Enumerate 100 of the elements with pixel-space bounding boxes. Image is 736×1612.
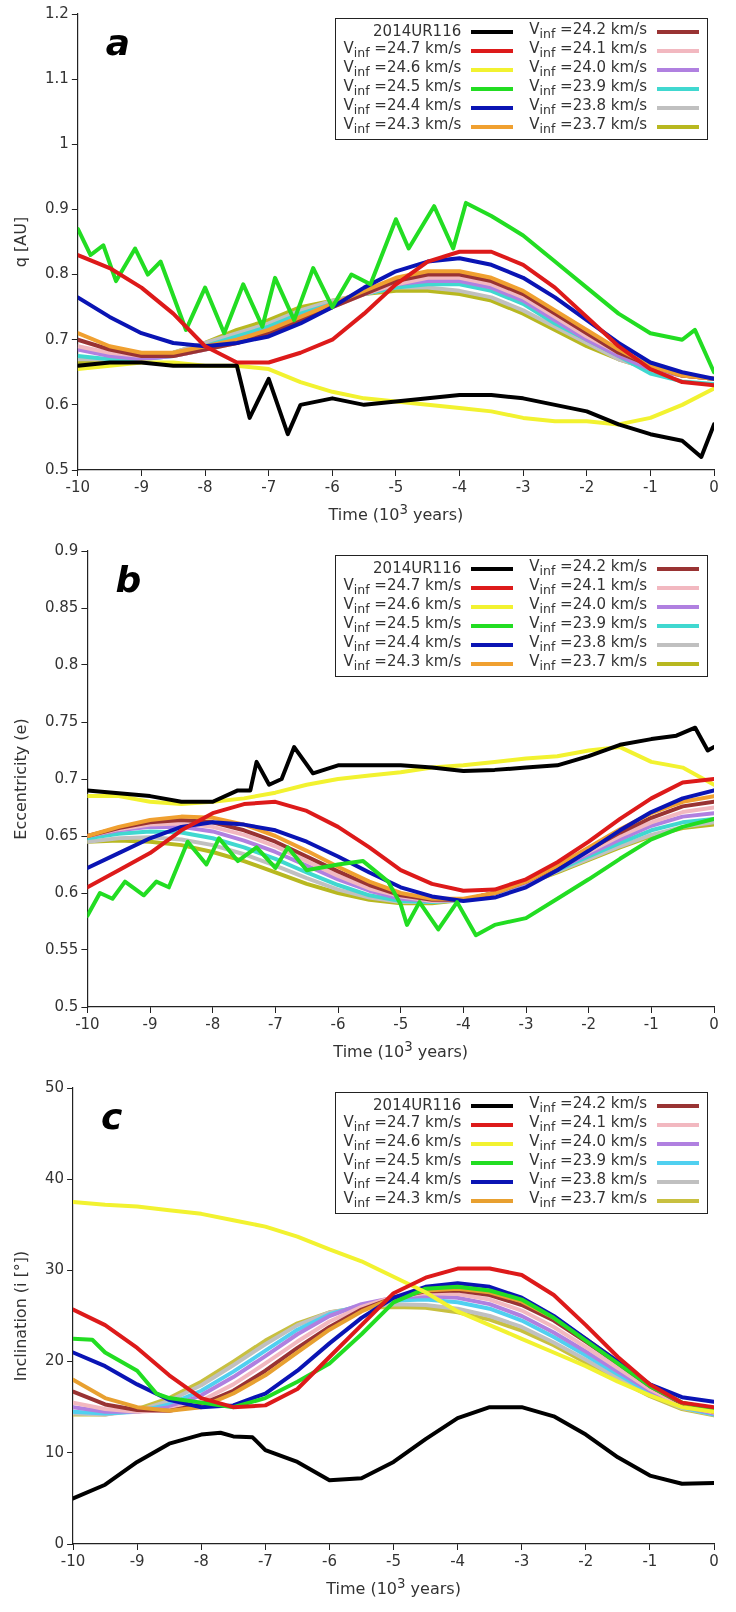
x-tick-label: -3 — [515, 477, 531, 496]
legend-label: V$_{inf}$ =24.1 km/s — [529, 1113, 647, 1134]
legend-label: V$_{inf}$ =23.7 km/s — [529, 1189, 647, 1212]
x-tick-label: -2 — [578, 1551, 594, 1570]
x-tick-label: 0 — [709, 477, 719, 496]
y-tick-label: 1.2 — [45, 3, 69, 22]
x-tick-label: -7 — [261, 477, 277, 496]
legend-label: V$_{inf}$ =23.7 km/s — [529, 652, 647, 675]
y-tick-label: 0.7 — [54, 768, 79, 787]
legend-label: V$_{inf}$ =24.0 km/s — [529, 595, 647, 616]
legend-label: V$_{inf}$ =23.9 km/s — [529, 77, 647, 98]
y-tick-label: 0.85 — [44, 597, 79, 616]
x-tick-label: -2 — [581, 1014, 597, 1033]
y-tick-label: 20 — [44, 1351, 65, 1370]
annotation: a — [105, 22, 131, 64]
x-tick-label: -8 — [205, 1014, 221, 1033]
y-tick-label: 0.75 — [44, 711, 79, 730]
legend-label: V$_{inf}$ =24.4 km/s — [343, 633, 462, 654]
x-tick-label: 0 — [709, 1014, 719, 1033]
x-axis-title: Time (10$^{3}$ years) — [333, 1039, 469, 1062]
annotation: b — [115, 559, 142, 601]
legend-label: 2014UR116 — [373, 559, 462, 578]
legend-label: V$_{inf}$ =23.9 km/s — [529, 614, 647, 635]
y-tick-label: 0.9 — [54, 540, 79, 559]
y-tick-label: 1 — [59, 134, 69, 153]
x-tick-label: -9 — [142, 1014, 158, 1033]
legend-label: V$_{inf}$ =23.8 km/s — [529, 1170, 647, 1191]
legend-label: 2014UR116 — [373, 1096, 462, 1115]
legend-label: V$_{inf}$ =24.5 km/s — [343, 614, 462, 635]
legend-label: V$_{inf}$ =23.8 km/s — [529, 96, 647, 117]
y-tick-label: 0.9 — [45, 199, 69, 218]
x-tick-label: -10 — [75, 1014, 100, 1033]
legend-label: V$_{inf}$ =24.3 km/s — [343, 652, 462, 675]
x-tick-label: -1 — [643, 1014, 659, 1033]
y-tick-label: 30 — [44, 1260, 65, 1279]
x-tick-label: -9 — [133, 477, 149, 496]
legend-label: V$_{inf}$ =24.5 km/s — [343, 77, 462, 98]
legend-label: V$_{inf}$ =24.7 km/s — [343, 39, 462, 60]
x-tick-label: -5 — [386, 1551, 402, 1570]
x-tick-label: -4 — [450, 1551, 466, 1570]
legend-label: V$_{inf}$ =24.0 km/s — [529, 58, 647, 79]
legend-label: V$_{inf}$ =24.4 km/s — [343, 1170, 462, 1191]
legend-label: V$_{inf}$ =24.1 km/s — [529, 39, 647, 60]
x-tick-label: -1 — [642, 477, 658, 496]
legend-label: V$_{inf}$ =24.6 km/s — [343, 595, 462, 616]
annotation: c — [101, 1096, 123, 1138]
legend-label: 2014UR116 — [373, 22, 462, 41]
legend-label: V$_{inf}$ =24.3 km/s — [343, 1189, 462, 1212]
legend-label: V$_{inf}$ =24.4 km/s — [343, 96, 462, 117]
legend-label: V$_{inf}$ =23.8 km/s — [529, 633, 647, 654]
legend-label: V$_{inf}$ =24.2 km/s — [529, 20, 647, 41]
x-tick-label: -7 — [267, 1014, 283, 1033]
x-axis-title: Time (10$^{3}$ years) — [328, 502, 464, 525]
legend-label: V$_{inf}$ =24.6 km/s — [343, 58, 462, 79]
y-tick-label: 0.5 — [54, 996, 79, 1015]
legend-label: V$_{inf}$ =24.7 km/s — [343, 1113, 462, 1134]
y-axis-title: Inclination (i [°]) — [10, 1250, 30, 1382]
x-tick-label: 0 — [709, 1551, 719, 1570]
legend-label: V$_{inf}$ =24.2 km/s — [529, 1094, 647, 1115]
y-tick-label: 0.7 — [45, 329, 69, 348]
x-tick-label: -3 — [518, 1014, 534, 1033]
y-tick-label: 1.1 — [45, 69, 69, 88]
legend-label: V$_{inf}$ =24.6 km/s — [343, 1132, 462, 1153]
y-tick-label: 0.6 — [54, 882, 79, 901]
y-tick-label: 0.6 — [45, 394, 69, 413]
y-tick-label: 10 — [44, 1442, 65, 1461]
x-tick-label: -4 — [455, 1014, 471, 1033]
legend-label: V$_{inf}$ =24.0 km/s — [529, 1132, 647, 1153]
legend-label: V$_{inf}$ =24.7 km/s — [343, 576, 462, 597]
y-tick-label: 0.65 — [44, 825, 79, 844]
x-tick-label: -10 — [65, 477, 91, 496]
x-tick-label: -9 — [129, 1551, 145, 1570]
x-tick-label: -6 — [324, 477, 340, 496]
y-tick-label: 0.55 — [44, 939, 79, 958]
y-tick-label: 0 — [54, 1533, 65, 1552]
x-tick-label: -5 — [388, 477, 404, 496]
x-tick-label: -6 — [321, 1551, 337, 1570]
x-tick-label: -3 — [514, 1551, 530, 1570]
x-tick-label: -7 — [257, 1551, 273, 1570]
x-tick-label: -8 — [193, 1551, 209, 1570]
x-tick-label: -8 — [197, 477, 213, 496]
legend-label: V$_{inf}$ =23.9 km/s — [529, 1151, 647, 1172]
y-tick-label: 0.8 — [45, 264, 69, 283]
x-axis-title: Time (10$^{3}$ years) — [326, 1576, 461, 1599]
legend-label: V$_{inf}$ =24.1 km/s — [529, 576, 647, 597]
legend-label: V$_{inf}$ =24.3 km/s — [343, 115, 462, 138]
x-tick-label: -1 — [642, 1551, 658, 1570]
y-tick-label: 0.5 — [45, 459, 69, 478]
x-tick-label: -10 — [60, 1551, 86, 1570]
x-tick-label: -4 — [452, 477, 468, 496]
y-tick-label: 40 — [44, 1169, 65, 1188]
y-axis-title: Eccentricity (e) — [10, 718, 30, 840]
y-tick-label: 50 — [44, 1077, 65, 1096]
x-tick-label: -2 — [579, 477, 595, 496]
y-axis-title: q [AU] — [10, 216, 30, 268]
legend-label: V$_{inf}$ =24.2 km/s — [529, 557, 647, 578]
x-tick-label: -5 — [393, 1014, 409, 1033]
x-tick-label: -6 — [330, 1014, 346, 1033]
y-tick-label: 0.8 — [54, 654, 79, 673]
legend-label: V$_{inf}$ =23.7 km/s — [529, 115, 647, 138]
